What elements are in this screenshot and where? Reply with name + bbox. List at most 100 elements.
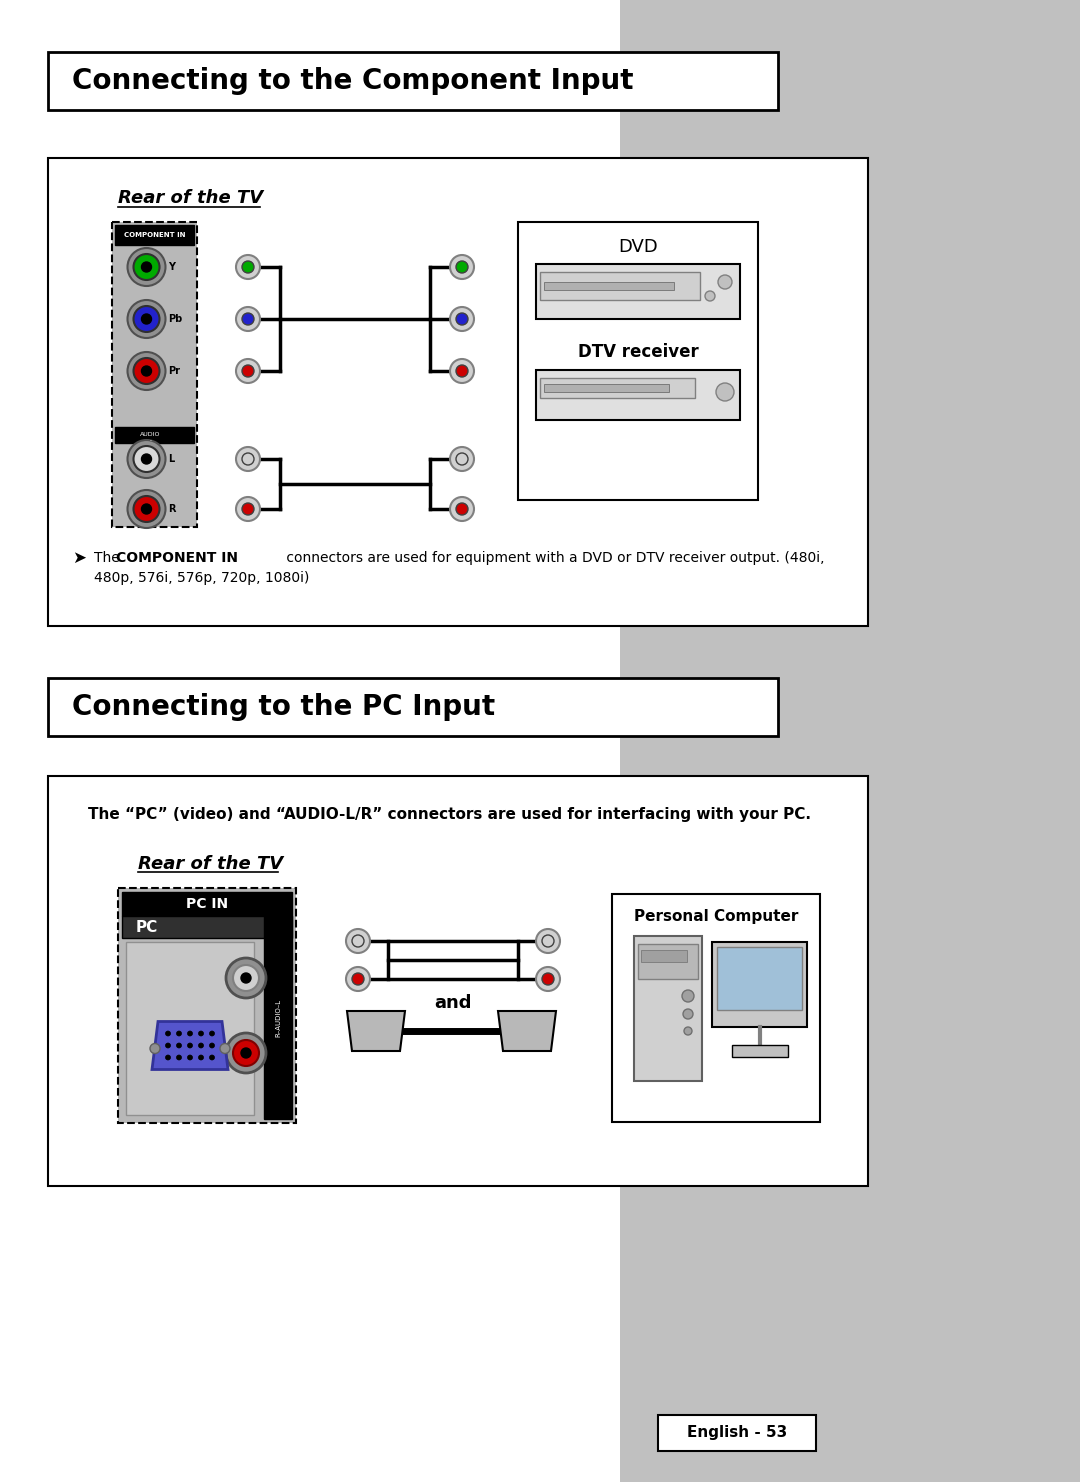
Circle shape — [456, 365, 468, 376]
Circle shape — [242, 365, 254, 376]
Circle shape — [165, 1055, 171, 1060]
Circle shape — [141, 366, 151, 376]
Circle shape — [165, 1031, 171, 1036]
Text: Rear of the TV: Rear of the TV — [138, 855, 283, 873]
Circle shape — [242, 261, 254, 273]
Circle shape — [241, 1048, 251, 1058]
Circle shape — [127, 491, 165, 528]
Circle shape — [150, 1043, 160, 1054]
Circle shape — [188, 1043, 192, 1048]
Bar — [544, 384, 669, 393]
Bar — [612, 894, 820, 1122]
Text: and: and — [434, 994, 472, 1012]
Circle shape — [542, 974, 554, 986]
Circle shape — [450, 359, 474, 382]
Circle shape — [127, 247, 165, 286]
Circle shape — [456, 261, 468, 273]
Circle shape — [456, 453, 468, 465]
Circle shape — [165, 1043, 171, 1048]
Circle shape — [141, 262, 151, 273]
Text: PC: PC — [136, 919, 159, 935]
Circle shape — [684, 1027, 692, 1034]
Bar — [264, 916, 292, 1119]
Circle shape — [542, 935, 554, 947]
Text: Y: Y — [168, 262, 175, 273]
Circle shape — [241, 974, 251, 983]
Bar — [114, 225, 194, 245]
Circle shape — [134, 359, 160, 384]
Circle shape — [450, 496, 474, 522]
Circle shape — [210, 1031, 215, 1036]
Bar — [518, 222, 758, 499]
Text: R: R — [168, 504, 176, 514]
Text: Personal Computer: Personal Computer — [634, 908, 798, 923]
Bar — [122, 892, 292, 916]
Bar — [48, 159, 868, 625]
Circle shape — [683, 1009, 693, 1020]
Circle shape — [233, 1040, 259, 1066]
Polygon shape — [498, 1011, 556, 1051]
Circle shape — [127, 440, 165, 479]
Circle shape — [242, 453, 254, 465]
Circle shape — [226, 957, 266, 997]
Bar — [620, 0, 1080, 1482]
Text: 480p, 576i, 576p, 720p, 1080i): 480p, 576i, 576p, 720p, 1080i) — [94, 571, 309, 585]
Circle shape — [237, 307, 260, 330]
Text: Connecting to the PC Input: Connecting to the PC Input — [72, 694, 495, 722]
Bar — [638, 944, 698, 980]
Text: ➤: ➤ — [72, 548, 86, 568]
Circle shape — [199, 1031, 203, 1036]
Circle shape — [456, 313, 468, 325]
Circle shape — [450, 448, 474, 471]
Text: -: - — [149, 439, 151, 443]
Circle shape — [718, 276, 732, 289]
Circle shape — [705, 290, 715, 301]
Bar — [658, 1415, 816, 1451]
Bar — [540, 378, 696, 399]
Circle shape — [210, 1043, 215, 1048]
Text: COMPONENT IN: COMPONENT IN — [124, 233, 186, 239]
Circle shape — [536, 929, 561, 953]
Bar — [717, 947, 802, 1011]
Text: AUDIO: AUDIO — [140, 433, 161, 437]
Bar — [122, 916, 292, 938]
Circle shape — [237, 496, 260, 522]
Circle shape — [134, 496, 160, 522]
Circle shape — [127, 299, 165, 338]
Bar — [712, 943, 807, 1027]
Circle shape — [141, 453, 151, 464]
Circle shape — [352, 974, 364, 986]
Bar — [634, 937, 702, 1080]
Bar — [114, 427, 194, 443]
Circle shape — [456, 502, 468, 516]
Bar — [126, 943, 254, 1114]
Text: COMPONENT IN: COMPONENT IN — [116, 551, 238, 565]
Text: Rear of the TV: Rear of the TV — [118, 190, 264, 207]
Text: PC IN: PC IN — [186, 897, 228, 911]
Polygon shape — [152, 1021, 228, 1070]
Text: Pr: Pr — [168, 366, 180, 376]
Circle shape — [141, 314, 151, 325]
Circle shape — [450, 307, 474, 330]
Circle shape — [226, 1033, 266, 1073]
Text: Connecting to the Component Input: Connecting to the Component Input — [72, 67, 634, 95]
Circle shape — [134, 446, 160, 471]
Bar — [48, 777, 868, 1186]
Circle shape — [237, 359, 260, 382]
Bar — [731, 1045, 787, 1057]
Circle shape — [188, 1031, 192, 1036]
Text: R–AUDIO–L: R–AUDIO–L — [275, 999, 281, 1036]
Bar — [118, 888, 296, 1123]
Circle shape — [188, 1055, 192, 1060]
Circle shape — [681, 990, 694, 1002]
Circle shape — [352, 935, 364, 947]
Circle shape — [237, 255, 260, 279]
Circle shape — [127, 353, 165, 390]
Circle shape — [233, 965, 259, 991]
Circle shape — [141, 504, 151, 514]
Bar — [48, 677, 778, 737]
Circle shape — [346, 966, 370, 991]
Bar — [642, 950, 687, 962]
Circle shape — [199, 1055, 203, 1060]
Circle shape — [176, 1043, 181, 1048]
